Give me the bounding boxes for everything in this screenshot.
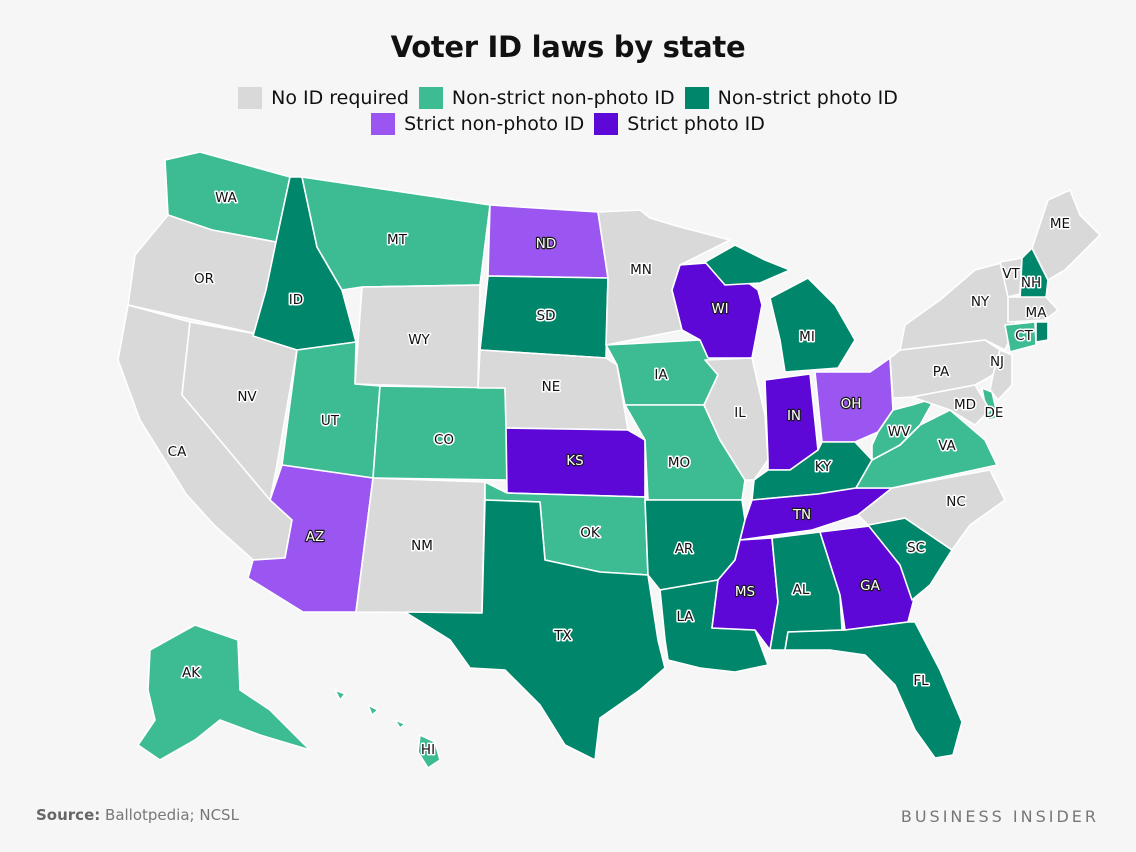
state-ak [137,624,311,761]
legend-swatch-non-strict-photo [684,87,709,109]
state-label-ky: KY [815,459,832,475]
state-label-nv: NV [237,389,257,405]
state-label-ny: NY [971,294,990,310]
state-label-me: ME [1050,216,1070,232]
state-label-ma: MA [1026,305,1048,321]
state-ny [899,261,1017,351]
state-label-wv: WV [888,424,911,440]
state-label-co: CO [434,432,454,448]
publisher-brand: BUSINESS INSIDER [900,807,1099,826]
state-label-in: IN [787,408,801,424]
state-label-fl: FL [913,673,929,689]
state-ma [1007,296,1059,323]
state-label-hi: HI [421,742,435,758]
legend-label-no-id: No ID required [271,87,409,109]
legend-swatch-strict-non-photo [371,113,396,135]
state-label-ct: CT [1015,328,1033,344]
state-label-al: AL [793,582,810,598]
map-title: Voter ID laws by state [390,30,746,64]
state-fl [784,621,963,759]
legend-item-non-strict-photo: Non-strict photo ID [684,87,898,109]
state-label-va: VA [938,438,956,454]
state-label-wy: WY [408,332,430,348]
state-label-nj: NJ [990,354,1004,370]
legend-row-2: Strict non-photo ID Strict photo ID [0,113,1136,135]
legend-label-strict-non-photo: Strict non-photo ID [404,113,585,135]
legend-item-strict-photo: Strict photo ID [594,113,765,135]
state-wv [871,397,936,461]
state-label-tn: TN [792,507,811,523]
legend-swatch-non-strict-non-photo [418,87,443,109]
state-label-az: AZ [306,529,324,545]
state-label-la: LA [676,609,694,625]
state-label-nh: NH [1021,275,1041,291]
state-nc [857,469,1006,551]
state-label-ks: KS [566,453,583,469]
state-mi [704,244,856,373]
state-ct [1004,321,1037,353]
state-label-ar: AR [675,541,694,557]
legend-row-1: No ID required Non-strict non-photo ID N… [0,87,1136,109]
state-ri [1035,321,1049,343]
state-hi [334,689,441,769]
state-label-sd: SD [537,308,556,324]
state-label-sc: SC [907,540,925,556]
state-label-pa: PA [933,364,950,380]
state-label-nc: NC [946,494,966,510]
source-label: Source: [36,806,101,824]
state-label-ak: AK [182,665,201,681]
state-il [703,357,769,481]
state-label-ne: NE [542,379,561,395]
source-text: Ballotpedia; NCSL [105,806,239,824]
legend-swatch-strict-photo [594,113,619,135]
state-label-ca: CA [168,444,187,460]
state-label-mi: MI [799,329,815,345]
legend-item-strict-non-photo: Strict non-photo ID [371,113,584,135]
state-label-nm: NM [411,538,433,554]
state-label-ok: OK [580,525,601,541]
state-label-oh: OH [841,396,862,412]
state-label-ia: IA [654,367,668,383]
state-label-ga: GA [860,578,880,594]
legend-label-non-strict-non-photo: Non-strict non-photo ID [451,87,675,109]
state-label-md: MD [954,397,976,413]
state-label-vt: VT [1002,266,1020,282]
legend-label-strict-photo: Strict photo ID [627,113,765,135]
state-ks [505,427,646,498]
legend-label-non-strict-photo: Non-strict photo ID [717,87,898,109]
state-tx [404,499,666,761]
state-label-ut: UT [321,413,340,429]
state-md [911,384,991,426]
legend-swatch-no-id [238,87,263,109]
state-label-tx: TX [553,628,572,644]
state-label-ms: MS [735,584,755,600]
state-label-il: IL [734,405,746,421]
state-nh [1019,247,1049,301]
state-label-wi: WI [711,301,728,317]
state-label-mt: MT [387,232,408,248]
state-label-mn: MN [630,262,652,278]
state-label-wa: WA [215,190,238,206]
state-label-de: DE [985,405,1004,421]
state-label-mo: MO [668,455,690,471]
legend-item-non-strict-non-photo: Non-strict non-photo ID [418,87,675,109]
source-note: Source: Ballotpedia; NCSL [36,806,239,824]
state-label-or: OR [194,271,214,287]
legend-item-no-id: No ID required [238,87,409,109]
state-label-nd: ND [536,236,557,252]
state-nj [989,349,1013,401]
state-me [1031,189,1101,281]
state-label-id: ID [289,292,303,308]
